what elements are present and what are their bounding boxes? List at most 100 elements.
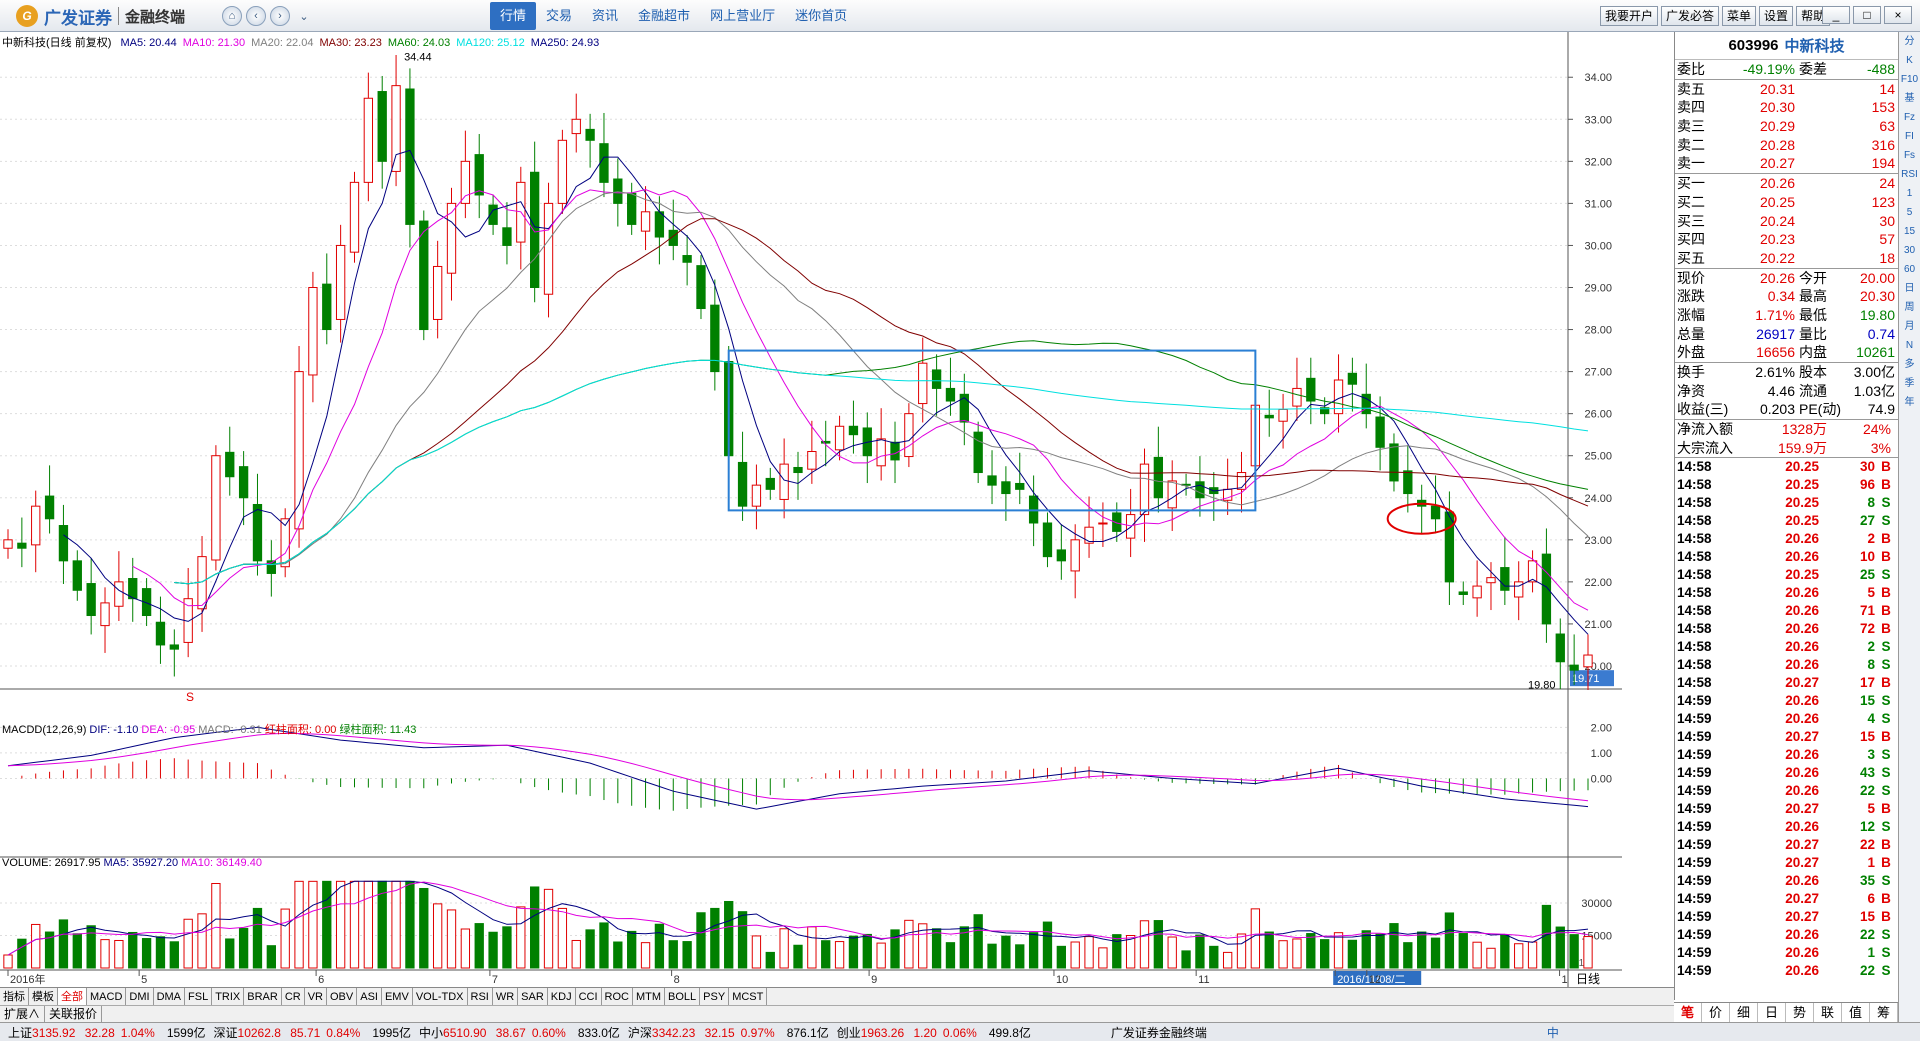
side-icon-3[interactable]: 基 bbox=[1904, 93, 1915, 104]
tab-2[interactable]: 资讯 bbox=[592, 8, 619, 23]
tool-button-3[interactable]: 设置 bbox=[1759, 6, 1794, 26]
side-icon-10[interactable]: 15 bbox=[1903, 226, 1916, 237]
indicator-tab-14[interactable]: VOL-TDX bbox=[413, 988, 468, 1005]
indicator-tab-12[interactable]: ASI bbox=[357, 988, 382, 1005]
indicator-tab-19[interactable]: CCI bbox=[576, 988, 602, 1005]
side-icon-1[interactable]: K bbox=[1906, 55, 1913, 66]
indicator-tab-3[interactable]: MACD bbox=[87, 988, 127, 1005]
kline-chart[interactable]: 34.00 33.00 32.00 31.00 30.00 29.00 28.00 27.00… bbox=[0, 32, 1622, 987]
side-icon-7[interactable]: RSI bbox=[1901, 169, 1918, 180]
tab-3[interactable]: 金融超市 bbox=[638, 8, 691, 23]
side-icon-9[interactable]: 5 bbox=[1906, 207, 1913, 218]
volume-bar bbox=[945, 942, 956, 969]
tick-time: 14:59 bbox=[1677, 729, 1712, 745]
quote-tab-2[interactable]: 细 bbox=[1730, 1003, 1758, 1022]
indicator-tab-24[interactable]: MCST bbox=[729, 988, 768, 1005]
tick-list[interactable]: 14:58 20.25 30 B 14:58 20.25 96 B 14:58 20.25 8 S 14… bbox=[1675, 457, 1898, 980]
tab-1[interactable]: 交易 bbox=[546, 8, 573, 23]
indicator-tab-11[interactable]: OBV bbox=[327, 988, 358, 1005]
back-icon[interactable]: ‹ bbox=[246, 6, 266, 26]
bottom-tab-0[interactable]: 扩展∧ bbox=[0, 1006, 46, 1022]
side-icon-8[interactable]: 1 bbox=[1906, 188, 1913, 199]
indicator-tab-17[interactable]: SAR bbox=[518, 988, 548, 1005]
side-icon-19[interactable]: 年 bbox=[1904, 397, 1915, 408]
quote-tab-1[interactable]: 价 bbox=[1702, 1003, 1730, 1022]
side-icon-16[interactable]: N bbox=[1905, 340, 1914, 351]
tick-time: 14:59 bbox=[1677, 873, 1712, 889]
tab-4[interactable]: 网上营业厅 bbox=[710, 8, 776, 23]
tool-button-1[interactable]: 广发必答 bbox=[1661, 6, 1720, 26]
indicator-tab-16[interactable]: WR bbox=[493, 988, 519, 1005]
indicator-tab-8[interactable]: BRAR bbox=[244, 988, 282, 1005]
side-icon-15[interactable]: 月 bbox=[1904, 321, 1915, 332]
minimize-button[interactable]: _ bbox=[1822, 6, 1850, 24]
indicator-tab-10[interactable]: VR bbox=[305, 988, 327, 1005]
indicator-tab-22[interactable]: BOLL bbox=[665, 988, 701, 1005]
index-3[interactable]: 沪深3342.23 32.15 0.97% 876.1亿 bbox=[628, 1024, 829, 1041]
quote-header: 603996 中新科技 bbox=[1675, 32, 1898, 60]
tick-side: B bbox=[1881, 603, 1891, 619]
maximize-button[interactable]: □ bbox=[1853, 6, 1881, 24]
indicator-tab-23[interactable]: PSY bbox=[700, 988, 730, 1005]
indicator-tab-7[interactable]: TRIX bbox=[212, 988, 245, 1005]
index-4[interactable]: 创业1963.26 1.20 0.06% 499.8亿 bbox=[837, 1024, 1031, 1041]
forward-icon[interactable]: › bbox=[270, 6, 290, 26]
quote-tab-7[interactable]: 筹 bbox=[1870, 1003, 1898, 1022]
indicator-tab-18[interactable]: KDJ bbox=[548, 988, 576, 1005]
side-icon-18[interactable]: 季 bbox=[1904, 378, 1915, 389]
stat1-2-row: 涨幅 1.71% 最低 19.80 bbox=[1675, 306, 1898, 325]
side-icon-0[interactable]: 分 bbox=[1904, 36, 1915, 47]
buy-3-value2: 57 bbox=[1879, 231, 1895, 248]
volume-bar bbox=[779, 928, 789, 969]
side-icon-17[interactable]: 多 bbox=[1904, 359, 1915, 370]
tick-price: 20.27 bbox=[1785, 855, 1819, 871]
ime-indicator[interactable]: 中 bbox=[1546, 1025, 1559, 1040]
home-icon[interactable]: ⌂ bbox=[222, 6, 242, 26]
side-icon-11[interactable]: 30 bbox=[1903, 245, 1916, 256]
indicator-tab-4[interactable]: DMI bbox=[126, 988, 154, 1005]
quote-tab-3[interactable]: 日 bbox=[1758, 1003, 1786, 1022]
tab-5[interactable]: 迷你首页 bbox=[795, 8, 848, 23]
side-icon-14[interactable]: 周 bbox=[1904, 302, 1915, 313]
volume-bar bbox=[876, 942, 886, 969]
chevron-down-icon[interactable]: ⌄ bbox=[299, 10, 309, 23]
quote-tab-6[interactable]: 值 bbox=[1842, 1003, 1870, 1022]
indicator-tab-0[interactable]: 指标 bbox=[0, 988, 29, 1005]
candle-body bbox=[488, 204, 498, 225]
candle-body bbox=[322, 283, 332, 331]
side-icon-6[interactable]: Fs bbox=[1903, 150, 1916, 161]
indicator-tab-2[interactable]: 全部 bbox=[58, 988, 87, 1005]
tool-button-2[interactable]: 菜单 bbox=[1722, 6, 1757, 26]
quote-tab-5[interactable]: 联 bbox=[1814, 1003, 1842, 1022]
indicator-tab-5[interactable]: DMA bbox=[154, 988, 186, 1005]
candle-body bbox=[848, 425, 859, 436]
volume-bar bbox=[1084, 936, 1094, 969]
tick-side: S bbox=[1881, 567, 1891, 583]
indicator-tab-21[interactable]: MTM bbox=[633, 988, 666, 1005]
quote-tab-4[interactable]: 势 bbox=[1786, 1003, 1814, 1022]
tool-button-0[interactable]: 我要开户 bbox=[1600, 6, 1659, 26]
index-1[interactable]: 深证10262.8 85.71 0.84% 1995亿 bbox=[214, 1024, 412, 1041]
side-icon-4[interactable]: Fz bbox=[1903, 112, 1916, 123]
volume-bar bbox=[141, 938, 152, 969]
candle-body bbox=[668, 229, 678, 246]
side-icon-12[interactable]: 60 bbox=[1903, 264, 1916, 275]
side-icon-5[interactable]: FI bbox=[1905, 131, 1914, 142]
index-0[interactable]: 上证3135.92 32.28 1.04% 1599亿 bbox=[8, 1024, 206, 1041]
indicator-tab-9[interactable]: CR bbox=[282, 988, 305, 1005]
candle-body bbox=[1375, 416, 1385, 448]
indicator-tab-6[interactable]: FSL bbox=[185, 988, 213, 1005]
index-pct: 1.04% bbox=[120, 1025, 155, 1040]
side-icon-13[interactable]: 日 bbox=[1904, 283, 1915, 294]
indicator-tab-15[interactable]: RSI bbox=[468, 988, 493, 1005]
indicator-tab-13[interactable]: EMV bbox=[382, 988, 413, 1005]
side-icon-2[interactable]: F10 bbox=[1900, 74, 1919, 85]
quote-tab-0[interactable]: 笔 bbox=[1674, 1003, 1702, 1022]
kline-chart-area[interactable]: 34.00 33.00 32.00 31.00 30.00 29.00 28.00 27.00… bbox=[0, 32, 1622, 987]
indicator-tab-1[interactable]: 模板 bbox=[29, 988, 58, 1005]
index-2[interactable]: 中小6510.90 38.67 0.60% 833.0亿 bbox=[419, 1024, 620, 1041]
indicator-tab-20[interactable]: ROC bbox=[602, 988, 633, 1005]
bottom-tab-1[interactable]: 关联报价 bbox=[45, 1006, 103, 1022]
close-button[interactable]: × bbox=[1884, 6, 1912, 24]
tab-0[interactable]: 行情 bbox=[490, 2, 537, 30]
